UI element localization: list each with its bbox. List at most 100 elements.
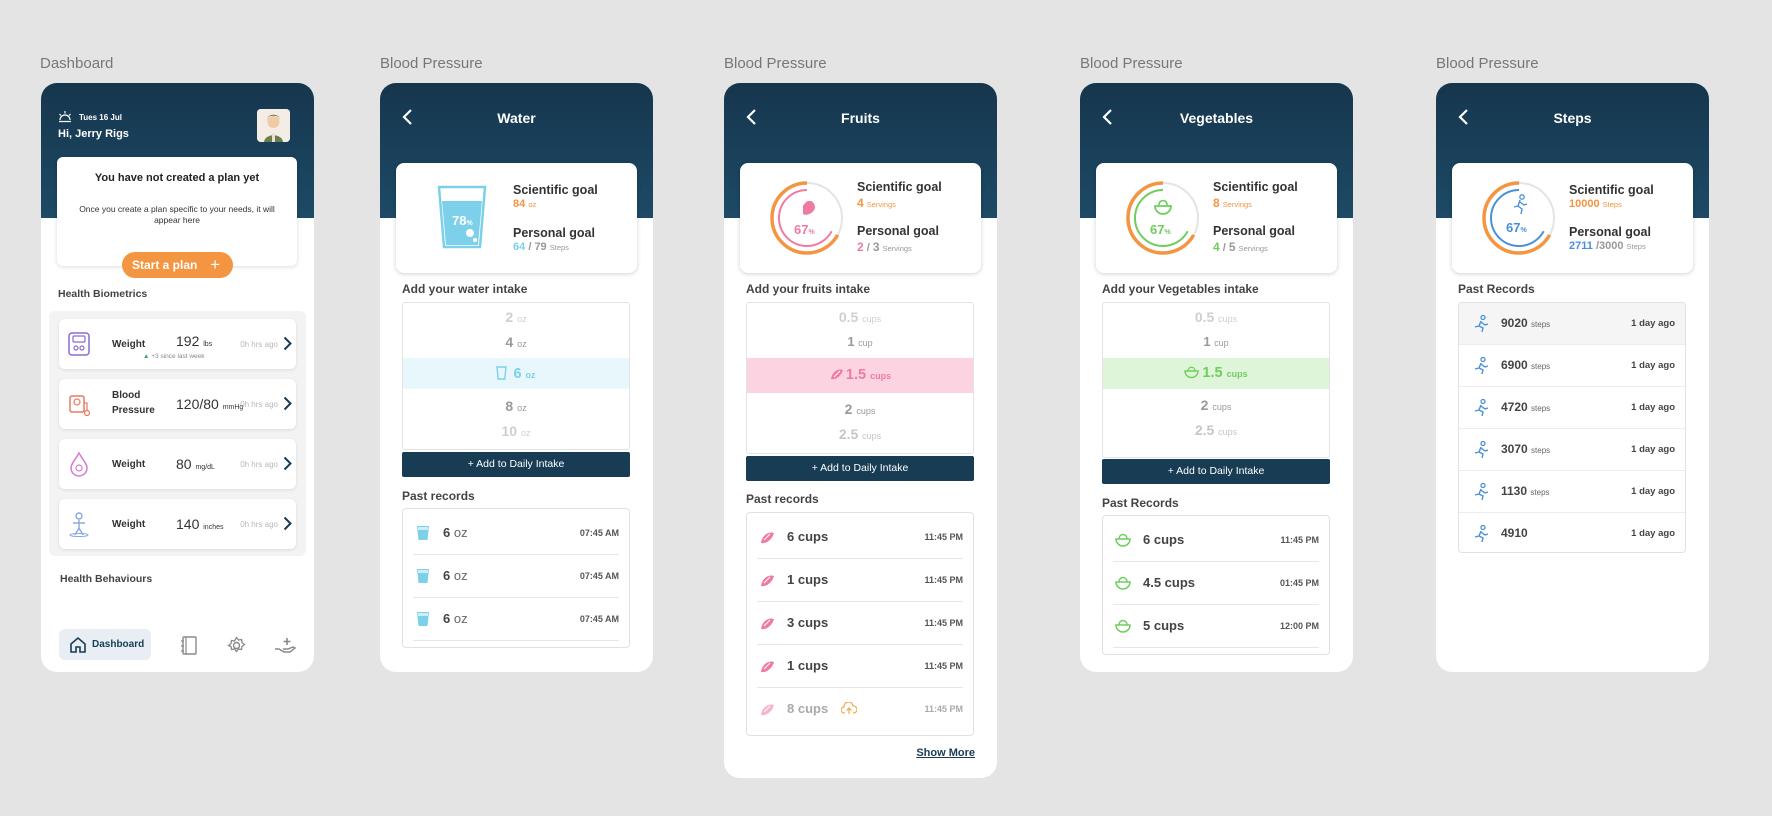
record-row[interactable]: 3070 steps 1 day ago [1459,429,1685,471]
past-records-title: Past records [746,492,819,506]
show-more-link[interactable]: Show More [916,747,975,759]
record-time: 07:45 AM [579,571,619,581]
intake-picker[interactable]: 0.5 cups 1 cup 1.5 cups 2 cups 2.5 cups [746,302,974,454]
care-hand-icon[interactable] [274,636,297,655]
picker-option[interactable]: 8 oz [505,398,527,414]
picker-option[interactable]: 2.5 cups [1194,422,1238,438]
scientific-goal-label: Scientific goal [1569,183,1654,197]
record-row[interactable]: 5 cups 12:00 PM [1113,605,1319,648]
chevron-right-icon [283,336,292,351]
back-button[interactable] [1100,106,1116,128]
blood-pressure-icon [67,391,91,417]
record-row[interactable]: 4.5 cups 01:45 PM [1113,562,1319,605]
record-row[interactable]: 4910 1 day ago [1459,513,1685,552]
scale-icon [67,331,91,357]
scientific-goal-label: Scientific goal [1213,180,1298,194]
date-text: Tues 16 Jul [79,113,122,122]
record-ago: 1 day ago [1631,486,1675,497]
journal-icon[interactable] [180,636,198,655]
picker-selected-option[interactable]: 6 oz [403,366,629,384]
progress-ring [1123,178,1203,258]
past-records-title: Past records [402,489,475,503]
running-icon [1473,314,1489,333]
scientific-goal-value: 8 Servings [1213,196,1252,210]
intake-picker[interactable]: 2 oz 4 oz 6 oz 8 oz 10 oz [402,302,630,450]
start-plan-button[interactable]: Start a plan + [122,252,233,278]
record-ago: 1 day ago [1631,360,1675,371]
fruit-icon [829,367,844,385]
frame-label: Blood Pressure [1080,55,1183,72]
water-screen: Water 78% Scientific goal 84 oz Personal… [380,83,653,672]
record-amount: 6 cups [787,529,829,544]
page-title: Fruits [841,110,880,126]
record-time: 11:45 PM [924,661,963,671]
record-row[interactable]: 6 cups 11:45 PM [757,516,963,559]
picker-option[interactable]: 0.5 cups [838,309,882,325]
picker-option[interactable]: 1 cup [1203,334,1229,349]
record-row[interactable]: 1 cups 11:45 PM [757,559,963,602]
goal-card: 67% Scientific goal 4 Servings Personal … [740,163,981,273]
record-time: 11:45 PM [924,575,963,585]
picker-option[interactable]: 1 cup [847,334,873,349]
sunrise-icon [58,110,72,123]
picker-option[interactable]: 2 cups [1200,397,1232,413]
fruit-icon [759,572,775,588]
progress-ring [1479,178,1559,258]
scientific-goal-label: Scientific goal [513,183,598,197]
record-amount: 1 cups [787,572,829,587]
record-steps: 1130 steps [1501,484,1550,498]
avatar[interactable] [257,109,290,142]
back-button[interactable] [400,106,416,128]
add-to-daily-intake-button[interactable]: + Add to Daily Intake [746,456,974,481]
record-ago: 1 day ago [1631,444,1675,455]
record-row[interactable]: 6 oz 07:45 AM [413,512,619,555]
fruits-screen: Fruits 67% Scientific goal 4 Servings Pe… [724,83,997,778]
record-row[interactable]: 6 oz 07:45 AM [413,598,619,641]
record-row[interactable]: 1130 steps 1 day ago [1459,471,1685,513]
past-records-title: Past Records [1102,496,1179,510]
glucose-drop-icon [67,451,91,477]
picker-option[interactable]: 10 oz [501,423,531,439]
record-row[interactable]: 6 oz 07:45 AM [413,555,619,598]
picker-selected-option[interactable]: 1.5 cups [1103,365,1329,383]
biometric-value: 192 lbs [176,333,213,349]
biometric-card-height[interactable]: Weight 140 inches 0h hrs ago [59,499,296,549]
cloud-upload-icon [840,701,858,715]
settings-icon[interactable] [227,636,246,655]
fruit-icon [759,701,775,717]
record-amount: 1 cups [787,658,829,673]
biometric-card-weight[interactable]: Weight 192 lbs ▲ +3 since last week 0h h… [59,319,296,369]
record-row[interactable]: 9020 steps 1 day ago [1459,303,1685,345]
biometric-card-glucose[interactable]: Weight 80 mg/dL 0h hrs ago [59,439,296,489]
running-icon [1473,398,1489,417]
record-amount: 3 cups [787,615,829,630]
picker-option[interactable]: 2 oz [505,309,527,325]
picker-selected-option[interactable]: 1.5 cups [747,367,973,385]
add-to-daily-intake-button[interactable]: + Add to Daily Intake [402,452,630,477]
record-row-pending[interactable]: 8 cups 11:45 PM [757,688,963,731]
back-button[interactable] [744,106,760,128]
record-row[interactable]: 6 cups 11:45 PM [1113,519,1319,562]
biometric-card-blood-pressure[interactable]: Blood Pressure 120/80 mmHg 0h hrs ago [59,379,296,429]
picker-option[interactable]: 2.5 cups [838,426,882,442]
picker-option[interactable]: 0.5 cups [1194,309,1238,325]
record-row[interactable]: 6900 steps 1 day ago [1459,345,1685,387]
running-icon [1473,482,1489,501]
back-button[interactable] [1456,106,1472,128]
picker-option[interactable]: 4 oz [505,334,527,350]
record-time: 11:45 PM [924,532,963,542]
record-row[interactable]: 3 cups 11:45 PM [757,602,963,645]
page-title: Steps [1553,110,1592,126]
add-to-daily-intake-button[interactable]: + Add to Daily Intake [1102,459,1330,484]
picker-selected-band [1103,358,1329,389]
add-intake-title: Add your Vegetables intake [1102,282,1259,296]
record-row[interactable]: 4720 steps 1 day ago [1459,387,1685,429]
nav-dashboard[interactable]: Dashboard [59,629,151,660]
scientific-goal-value: 10000 Steps [1569,198,1622,210]
frame-label: Blood Pressure [380,55,483,72]
record-row[interactable]: 1 cups 11:45 PM [757,645,963,688]
picker-option[interactable]: 2 cups [844,401,876,417]
plan-description: Once you create a plan specific to your … [79,204,275,225]
past-records-list: 6 cups 11:45 PM 1 cups 11:45 PM 3 cups 1… [746,512,974,736]
intake-picker[interactable]: 0.5 cups 1 cup 1.5 cups 2 cups 2.5 cups [1102,302,1330,458]
